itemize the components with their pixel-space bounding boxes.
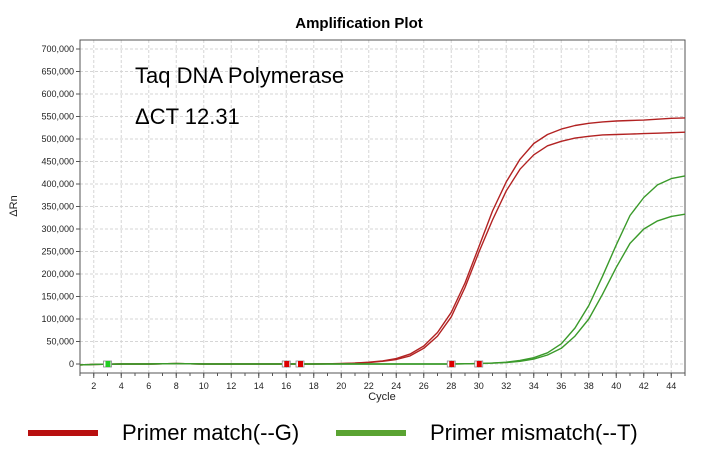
x-tick-label: 8 xyxy=(174,381,179,391)
y-tick-label: 0 xyxy=(69,359,74,369)
x-tick-label: 22 xyxy=(364,381,374,391)
x-tick-label: 36 xyxy=(556,381,566,391)
x-tick-label: 44 xyxy=(666,381,676,391)
x-tick-label: 2 xyxy=(91,381,96,391)
y-axis-label: ΔRn xyxy=(8,195,20,216)
legend: Primer match(--G) Primer mismatch(--T) xyxy=(0,420,718,460)
amplification-chart: Amplification Plot 0 50,000 100,000 150,000… xyxy=(8,15,686,403)
legend-label-mismatch: Primer mismatch(--T) xyxy=(430,420,638,445)
chart-title: Amplification Plot xyxy=(295,15,423,32)
y-tick-label: 300,000 xyxy=(41,224,74,234)
series-line-3 xyxy=(79,175,686,366)
series-line-1 xyxy=(79,117,686,366)
x-tick-label: 14 xyxy=(254,381,264,391)
x-tick-label: 42 xyxy=(639,381,649,391)
threshold-marker xyxy=(476,361,482,367)
legend-item-mismatch: Primer mismatch(--T) xyxy=(336,420,638,446)
x-tick-label: 16 xyxy=(281,381,291,391)
x-tick-label: 38 xyxy=(584,381,594,391)
x-tick-label: 20 xyxy=(336,381,346,391)
legend-swatch-mismatch xyxy=(336,430,406,436)
y-tick-label: 450,000 xyxy=(41,157,74,167)
series-line-2 xyxy=(79,131,686,366)
y-tick-label: 550,000 xyxy=(41,112,74,122)
x-axis-label: Cycle xyxy=(368,391,396,403)
y-tick-label: 350,000 xyxy=(41,202,74,212)
x-tick-label: 28 xyxy=(446,381,456,391)
x-tick-label: 18 xyxy=(309,381,319,391)
grid xyxy=(80,40,685,373)
legend-swatch-match xyxy=(28,430,98,436)
y-tick-label: 200,000 xyxy=(41,269,74,279)
annotation-delta-ct: ΔCT 12.31 xyxy=(135,104,240,129)
threshold-marker xyxy=(284,361,290,367)
threshold-marker xyxy=(298,361,303,367)
x-tick-label: 40 xyxy=(611,381,621,391)
x-tick-label: 4 xyxy=(119,381,124,391)
x-tick-label: 12 xyxy=(226,381,236,391)
x-tick-label: 6 xyxy=(146,381,151,391)
y-tick-label: 50,000 xyxy=(46,337,74,347)
y-tick-label: 250,000 xyxy=(41,247,74,257)
x-tick-label: 10 xyxy=(199,381,209,391)
y-tick-label: 650,000 xyxy=(41,67,74,77)
y-axis: 0 50,000 100,000 150,000 200,000 250,000 300,0… xyxy=(41,44,80,369)
y-tick-label: 600,000 xyxy=(41,89,74,99)
x-tick-label: 26 xyxy=(419,381,429,391)
legend-item-match: Primer match(--G) xyxy=(28,420,299,446)
series-line-4 xyxy=(79,213,686,366)
y-tick-label: 700,000 xyxy=(41,44,74,54)
threshold-markers xyxy=(103,360,484,368)
x-tick-label: 32 xyxy=(501,381,511,391)
threshold-marker xyxy=(449,361,455,367)
legend-label-match: Primer match(--G) xyxy=(122,420,300,445)
annotation-enzyme: Taq DNA Polymerase xyxy=(135,63,344,88)
series-group xyxy=(79,117,686,366)
x-tick-label: 24 xyxy=(391,381,401,391)
y-tick-label: 150,000 xyxy=(41,292,74,302)
x-tick-label: 34 xyxy=(529,381,539,391)
x-tick-label: 30 xyxy=(474,381,484,391)
y-tick-label: 400,000 xyxy=(41,179,74,189)
threshold-marker xyxy=(105,361,111,367)
x-axis: 2 4 6 8 10 12 14 16 18 20 22 24 26 28 30 32 34 36 38 40 42 44 xyxy=(79,373,686,391)
y-tick-label: 500,000 xyxy=(41,134,74,144)
y-tick-label: 100,000 xyxy=(41,314,74,324)
